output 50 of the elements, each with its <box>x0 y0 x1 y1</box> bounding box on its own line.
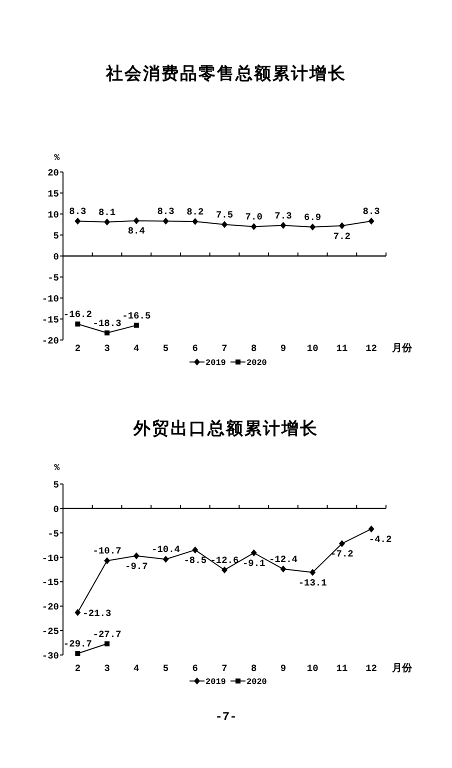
legend: 2019 <box>206 677 226 687</box>
ytick: 15 <box>48 188 59 200</box>
xtick: 9 <box>280 343 286 354</box>
ytick: -20 <box>42 602 59 613</box>
ytick: -30 <box>42 650 59 662</box>
xlabel: 月份 <box>392 343 412 354</box>
xtick: 10 <box>306 343 318 354</box>
xtick: 12 <box>366 663 378 674</box>
xtick: 9 <box>280 663 286 674</box>
xtick: 3 <box>104 343 110 354</box>
ylabel: % <box>54 153 60 163</box>
ytick: -15 <box>42 577 59 588</box>
legend: 2020 <box>246 358 267 368</box>
xtick: 5 <box>162 343 169 354</box>
ylabel: % <box>54 463 60 473</box>
xtick: 7 <box>222 663 228 674</box>
legend: 2020 <box>246 677 267 687</box>
legend: 2019 <box>206 358 226 368</box>
xtick: 3 <box>104 663 110 674</box>
xtick: 5 <box>162 663 169 674</box>
xtick: 2 <box>74 343 81 354</box>
xtick: 10 <box>306 663 318 674</box>
xtick: 4 <box>134 343 140 354</box>
xtick: 12 <box>366 343 378 354</box>
xtick: 7 <box>222 343 228 354</box>
ytick: 20 <box>48 168 59 178</box>
ytick: -20 <box>42 336 59 346</box>
title: 外贸出口总额累计增长 <box>134 419 318 439</box>
xtick: 4 <box>134 663 140 674</box>
ytick: -5 <box>48 272 59 284</box>
ytick: -10 <box>42 294 59 304</box>
ytick: -5 <box>48 528 59 540</box>
xtick: 8 <box>251 663 257 674</box>
annotation: -7- <box>215 710 237 724</box>
title: 社会消费品零售总额累计增长 <box>106 64 346 84</box>
xtick: 11 <box>336 343 348 354</box>
xtick: 11 <box>336 663 348 674</box>
ytick: -25 <box>42 626 59 638</box>
xtick: 8 <box>251 343 257 354</box>
xtick: 2 <box>74 663 81 674</box>
ytick: 5 <box>53 230 59 242</box>
ytick: 10 <box>48 210 59 220</box>
xtick: 6 <box>192 663 198 674</box>
xlabel: 月份 <box>392 663 412 674</box>
ytick: -15 <box>42 314 59 326</box>
xtick: 6 <box>192 343 198 354</box>
ytick: 0 <box>53 504 59 515</box>
ytick: 5 <box>53 480 59 490</box>
ytick: 0 <box>53 252 59 262</box>
ytick: -10 <box>42 552 59 564</box>
